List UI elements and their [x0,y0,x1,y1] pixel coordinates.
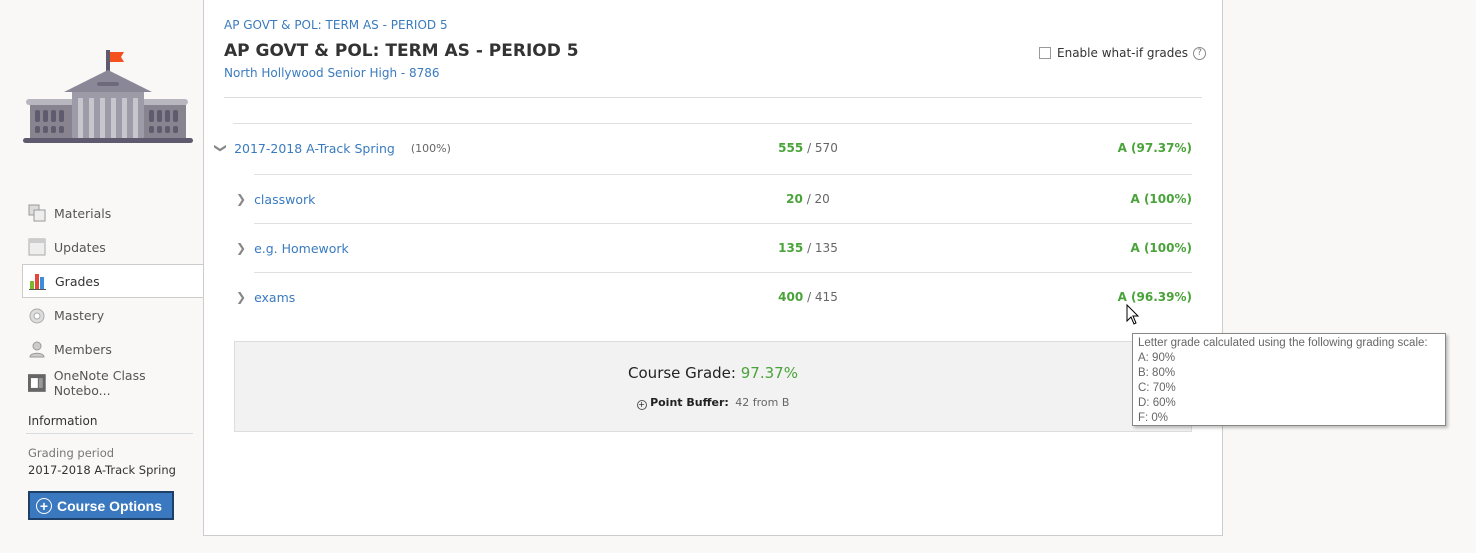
sidebar-item-updates[interactable]: Updates [22,230,204,264]
main-panel [203,0,1223,536]
chevron-right-icon[interactable]: ❯ [236,241,247,255]
category-name[interactable]: classwork [254,191,316,207]
grading-scale-tooltip: Letter grade calculated using the follow… [1132,333,1446,426]
sidebar-item-mastery[interactable]: Mastery [22,298,204,332]
sidebar-item-label: Mastery [54,307,105,323]
grading-period-value: 2017-2018 A-Track Spring [28,463,176,477]
school-building-icon [23,50,193,143]
sidebar-item-grades[interactable]: Grades [22,264,206,298]
information-heading: Information [28,414,98,428]
members-icon [29,341,45,358]
sidebar-item-label: Materials [54,205,112,221]
sidebar-item-label: Grades [55,273,100,289]
whatif-label: Enable what-if grades [1057,46,1189,60]
divider [254,223,1192,224]
chevron-down-icon[interactable]: ❯ [214,142,229,154]
scale-item: D: 60% [1138,397,1176,409]
scale-item: A: 90% [1138,352,1176,364]
divider [254,174,1192,175]
scale-item: F: 0% [1138,412,1169,424]
period-score: 555 / 570 [778,141,838,155]
course-grade-label: Course Grade: [628,364,736,382]
mastery-icon [29,308,45,324]
divider [26,433,193,434]
plus-circle-icon[interactable]: + [636,400,647,410]
school-link[interactable]: North Hollywood Senior High - 8786 [224,66,440,80]
chevron-right-icon[interactable]: ❯ [236,290,247,304]
divider [254,272,1192,273]
chevron-right-icon[interactable]: ❯ [236,192,247,206]
category-name[interactable]: exams [254,289,296,305]
period-name[interactable]: 2017-2018 A-Track Spring [234,140,395,156]
divider [233,123,1192,124]
category-grade: A (100%) [1130,192,1192,206]
sidebar-item-members[interactable]: Members [22,332,204,366]
course-options-label: Course Options [57,497,163,514]
category-score: 20 / 20 [786,192,830,206]
tooltip-title: Letter grade calculated using the follow… [1138,337,1428,349]
point-buffer-label: Point Buffer: [650,396,729,409]
category-score: 135 / 135 [778,241,838,255]
updates-icon [28,238,46,256]
sidebar: Materials Updates Grades Mastery Members… [0,0,206,553]
sidebar-item-label: OneNote Class Notebo... [53,368,146,398]
category-row[interactable]: ❯ e.g. Homework 135 / 135 A (100%) [236,238,1192,258]
sidebar-item-label: Updates [54,239,106,255]
category-grade: A (96.39%) [1117,290,1192,304]
category-grade: A (100%) [1130,241,1192,255]
grading-period-label: Grading period [28,446,115,460]
course-options-button[interactable]: + Course Options [28,491,174,520]
course-grade-value: 97.37% [740,364,798,382]
sidebar-item-label: Members [54,341,112,357]
period-weight: (100%) [410,141,451,155]
onenote-icon [28,374,46,392]
page-title: AP GOVT & POL: TERM AS - PERIOD 5 [224,41,579,61]
sidebar-item-onenote[interactable]: OneNote Class Notebo... [22,366,204,400]
materials-icon [28,204,46,222]
category-row[interactable]: ❯ exams 400 / 415 A (96.39%) [236,287,1192,307]
course-grade-summary: Course Grade: 97.37% + Point Buffer: 42 … [234,341,1192,432]
scale-item: B: 80% [1138,367,1176,379]
grades-icon [29,274,46,290]
breadcrumb[interactable]: AP GOVT & POL: TERM AS - PERIOD 5 [224,18,448,32]
grading-period-row[interactable]: ❯ 2017-2018 A-Track Spring (100%) 555 / … [214,138,1192,158]
category-name[interactable]: e.g. Homework [254,240,349,256]
category-score: 400 / 415 [778,290,838,304]
help-icon[interactable]: ? [1193,46,1207,60]
whatif-checkbox[interactable] [1039,47,1051,59]
period-grade: A (97.37%) [1117,141,1192,155]
scale-item: C: 70% [1138,382,1176,394]
point-buffer-value: 42 from B [735,396,790,409]
sidebar-item-materials[interactable]: Materials [22,196,204,230]
divider [224,97,1202,98]
mouse-cursor-icon [1126,304,1140,325]
plus-circle-icon: + [36,497,52,514]
category-row[interactable]: ❯ classwork 20 / 20 A (100%) [236,189,1192,209]
